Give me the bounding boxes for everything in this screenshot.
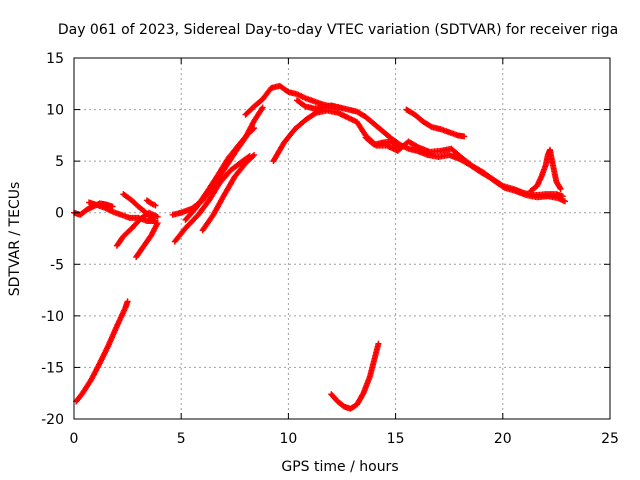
data-point: [154, 220, 161, 227]
data-point: [336, 104, 343, 111]
y-tick-label: -20: [41, 412, 64, 428]
y-tick-label: 15: [46, 51, 64, 67]
x-tick-label: 20: [494, 431, 512, 447]
y-tick-label: 5: [55, 154, 64, 170]
grid: [74, 58, 610, 419]
data-point: [395, 143, 402, 150]
series-arc-17: [328, 340, 382, 412]
plot-frame: [73, 57, 611, 420]
data-marks: [71, 82, 568, 412]
data-point: [154, 213, 161, 220]
x-tick-label: 5: [177, 431, 186, 447]
series-arc-5: [120, 191, 159, 227]
series-arc-9: [171, 152, 253, 245]
data-point: [312, 110, 319, 117]
data-point: [396, 144, 403, 151]
x-tick-label: 25: [601, 431, 619, 447]
series-arc-13: [270, 107, 568, 205]
data-point: [152, 202, 159, 209]
chart-title: Day 061 of 2023, Sidereal Day-to-day VTE…: [58, 22, 618, 38]
y-tick-label: 0: [55, 206, 64, 222]
series-arc-16: [403, 106, 468, 140]
data-point: [251, 151, 258, 158]
y-tick-label: 10: [46, 103, 64, 119]
data-point: [251, 125, 258, 132]
y-tick-label: -5: [50, 257, 64, 273]
y-tick-label: -15: [41, 360, 64, 376]
series-arc-10: [182, 125, 258, 223]
series-arc-6: [133, 220, 161, 261]
axis-ticks: 0 5 10 15 20 25 -20 -15 -10 -5 0 5 10 15: [41, 51, 619, 447]
series-arc-18: [527, 146, 564, 195]
series-arc-14: [293, 97, 343, 112]
data-point: [250, 126, 257, 133]
data-point: [556, 184, 563, 191]
data-point: [461, 133, 468, 140]
series-arc-12: [242, 82, 566, 200]
data-point: [561, 198, 568, 205]
data-point: [124, 298, 131, 305]
data-point: [250, 152, 257, 159]
data-point: [557, 185, 564, 192]
series-arc-7: [143, 197, 159, 209]
data-point: [375, 340, 382, 347]
data-point: [500, 184, 507, 191]
series-arc-11: [199, 151, 258, 234]
data-point: [109, 203, 116, 210]
y-tick-label: -10: [41, 309, 64, 325]
y-axis-label: SDTVAR / TECUs: [7, 182, 23, 297]
series-arc-15: [362, 134, 403, 151]
series-arc-3: [73, 298, 131, 405]
x-tick-label: 15: [387, 431, 405, 447]
data-point: [259, 104, 266, 111]
x-tick-label: 0: [70, 431, 79, 447]
x-tick-label: 10: [279, 431, 297, 447]
x-axis-label: GPS time / hours: [281, 459, 398, 475]
